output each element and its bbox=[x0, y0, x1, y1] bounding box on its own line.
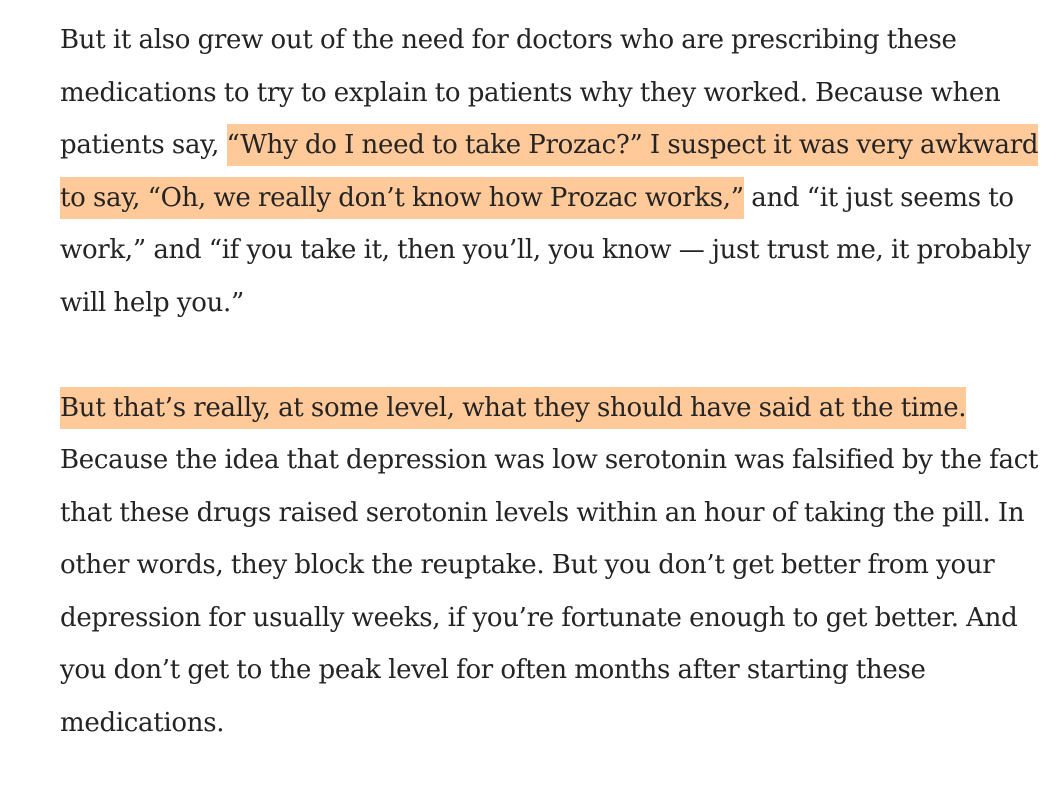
text-segment: Because the idea that depression was low… bbox=[60, 445, 1039, 738]
paragraph-2: But that’s really, at some level, what t… bbox=[60, 382, 1050, 750]
highlighted-text[interactable]: But that’s really, at some level, what t… bbox=[60, 386, 967, 429]
paragraph-1: But it also grew out of the need for doc… bbox=[60, 14, 1050, 329]
text-segment: and “it just seems to work,” and “if you… bbox=[60, 182, 1031, 318]
text-segment: But it also grew out of the need for doc… bbox=[60, 25, 1001, 160]
article-body: But it also grew out of the need for doc… bbox=[60, 14, 1050, 802]
